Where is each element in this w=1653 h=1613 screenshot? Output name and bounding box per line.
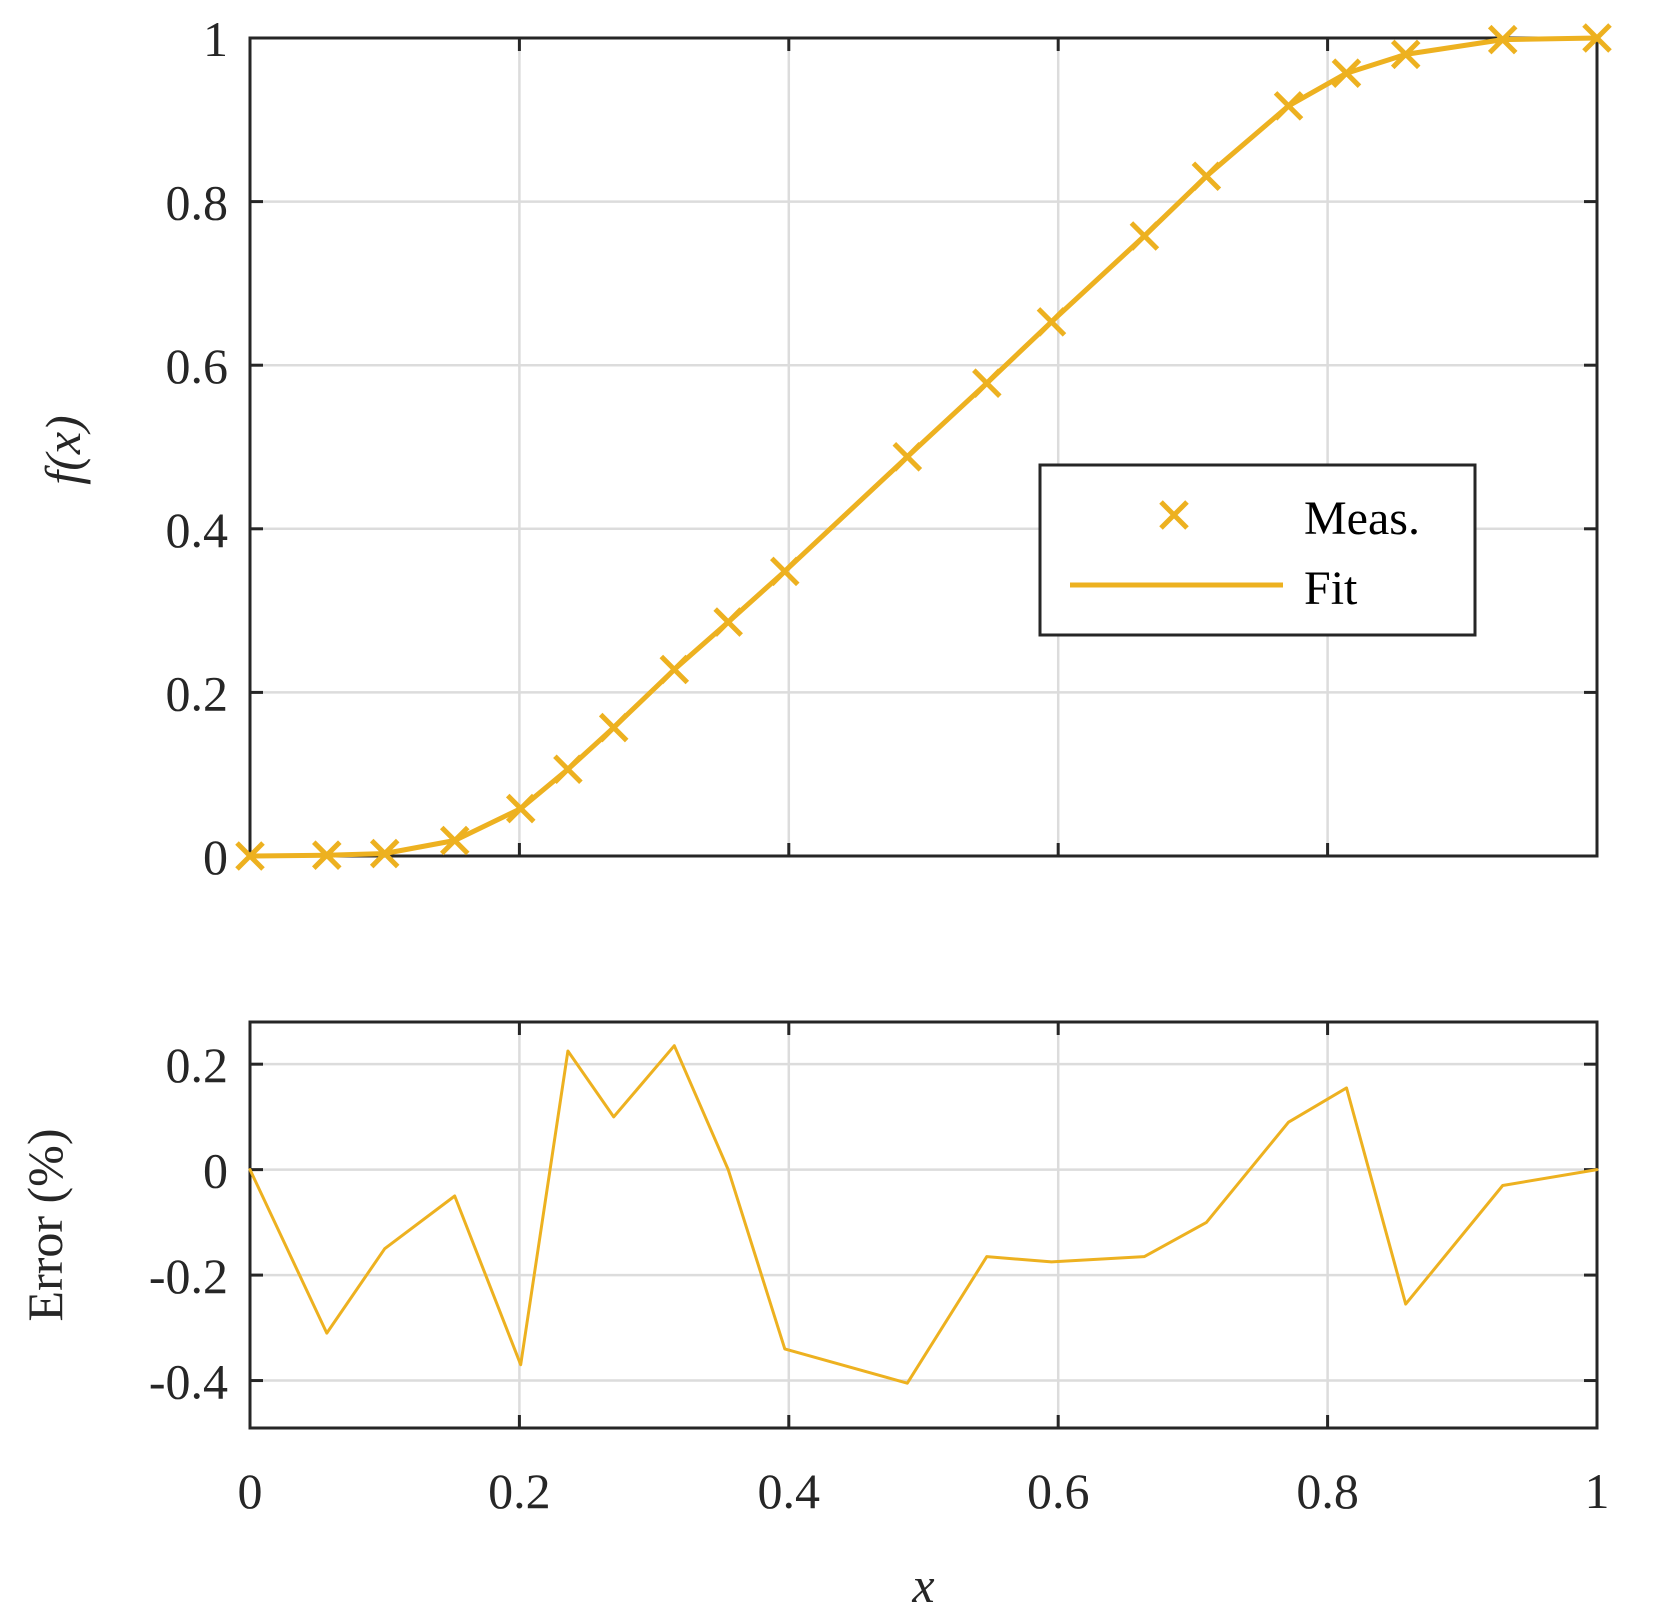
fit-series-line bbox=[247, 35, 1600, 859]
legend: Meas. Fit bbox=[1038, 463, 1477, 637]
panel-2: -0.4 -0.2 0 0.2 0 0.2 0.4 0.6 0.8 1 Error (%) x bbox=[17, 1020, 1610, 1613]
y-tick-label: -0.2 bbox=[149, 1248, 228, 1304]
y-tick-label: -0.4 bbox=[149, 1354, 228, 1410]
y-tick-label: 0.2 bbox=[166, 1037, 229, 1093]
x-tick-label: 0 bbox=[238, 1463, 263, 1519]
y-tick-label: 0.4 bbox=[166, 502, 229, 558]
error-series-line bbox=[248, 1044, 1599, 1385]
panel-1: 0 0.2 0.4 0.6 0.8 1 f(x) Meas. Fit bbox=[35, 11, 1612, 885]
axes-frame bbox=[248, 1020, 1599, 1430]
y-axis-label: f(x) bbox=[35, 415, 91, 484]
y-tick-label: 0.6 bbox=[166, 338, 229, 394]
legend-marker-icon bbox=[1159, 500, 1189, 530]
y-tick-label: 0.8 bbox=[166, 175, 229, 231]
legend-box bbox=[1038, 463, 1477, 637]
y-tick-label: 0 bbox=[203, 1143, 228, 1199]
x-axis-label: x bbox=[911, 1557, 934, 1613]
x-tick-label: 0.8 bbox=[1296, 1463, 1359, 1519]
y-tick-label: 0.2 bbox=[166, 665, 229, 721]
x-tick-label: 0.4 bbox=[758, 1463, 821, 1519]
axes-frame bbox=[248, 36, 1599, 858]
legend-label-meas: Meas. bbox=[1304, 492, 1420, 545]
x-tick-label: 0.2 bbox=[488, 1463, 551, 1519]
x-tick-label: 0.6 bbox=[1027, 1463, 1090, 1519]
y-axis-label: Error (%) bbox=[17, 1129, 73, 1322]
x-tick-label: 1 bbox=[1585, 1463, 1610, 1519]
y-tick-label: 1 bbox=[203, 11, 228, 67]
y-tick-label: 0 bbox=[203, 829, 228, 885]
legend-label-fit: Fit bbox=[1304, 562, 1358, 615]
